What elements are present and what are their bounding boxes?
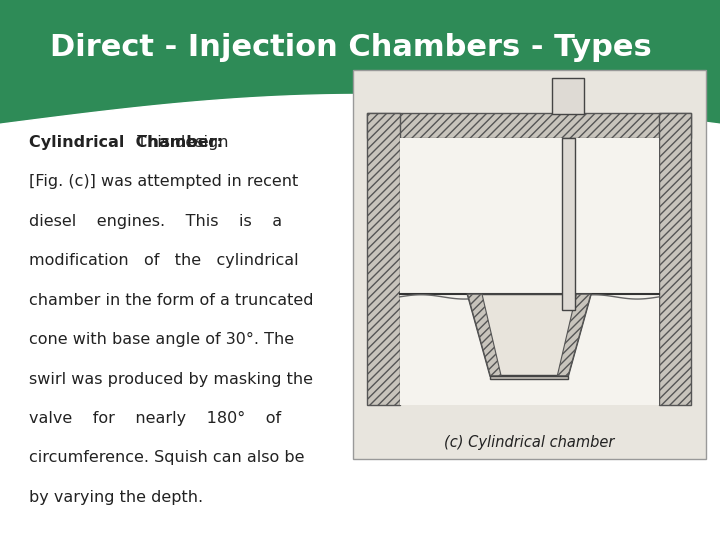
Text: [Fig. (c)] was attempted in recent: [Fig. (c)] was attempted in recent — [29, 174, 298, 190]
Text: circumference. Squish can also be: circumference. Squish can also be — [29, 450, 305, 465]
Bar — [367, 113, 400, 405]
Bar — [353, 70, 706, 459]
Bar — [0, 0, 720, 94]
Text: by varying the depth.: by varying the depth. — [29, 490, 203, 505]
Bar — [490, 376, 568, 379]
Polygon shape — [0, 0, 720, 124]
Text: Direct - Injection Chambers - Types: Direct - Injection Chambers - Types — [50, 33, 652, 62]
Text: (c) Cylindrical chamber: (c) Cylindrical chamber — [444, 435, 614, 450]
Text: valve    for    nearly    180°    of: valve for nearly 180° of — [29, 411, 281, 426]
Polygon shape — [468, 294, 590, 376]
Polygon shape — [468, 294, 501, 376]
Text: cone with base angle of 30°. The: cone with base angle of 30°. The — [29, 332, 294, 347]
Bar — [367, 113, 691, 138]
Text: swirl was produced by masking the: swirl was produced by masking the — [29, 372, 312, 387]
Polygon shape — [0, 94, 720, 540]
Text: chamber in the form of a truncated: chamber in the form of a truncated — [29, 293, 313, 308]
Text: Cylindrical  Chamber:: Cylindrical Chamber: — [29, 135, 222, 150]
Bar — [400, 138, 659, 405]
Polygon shape — [557, 294, 590, 376]
Text: This design: This design — [132, 135, 228, 150]
Bar — [552, 78, 585, 114]
Text: modification   of   the   cylindrical: modification of the cylindrical — [29, 253, 298, 268]
Text: diesel    engines.    This    is    a: diesel engines. This is a — [29, 214, 282, 229]
Bar — [659, 113, 691, 405]
Bar — [562, 138, 575, 310]
